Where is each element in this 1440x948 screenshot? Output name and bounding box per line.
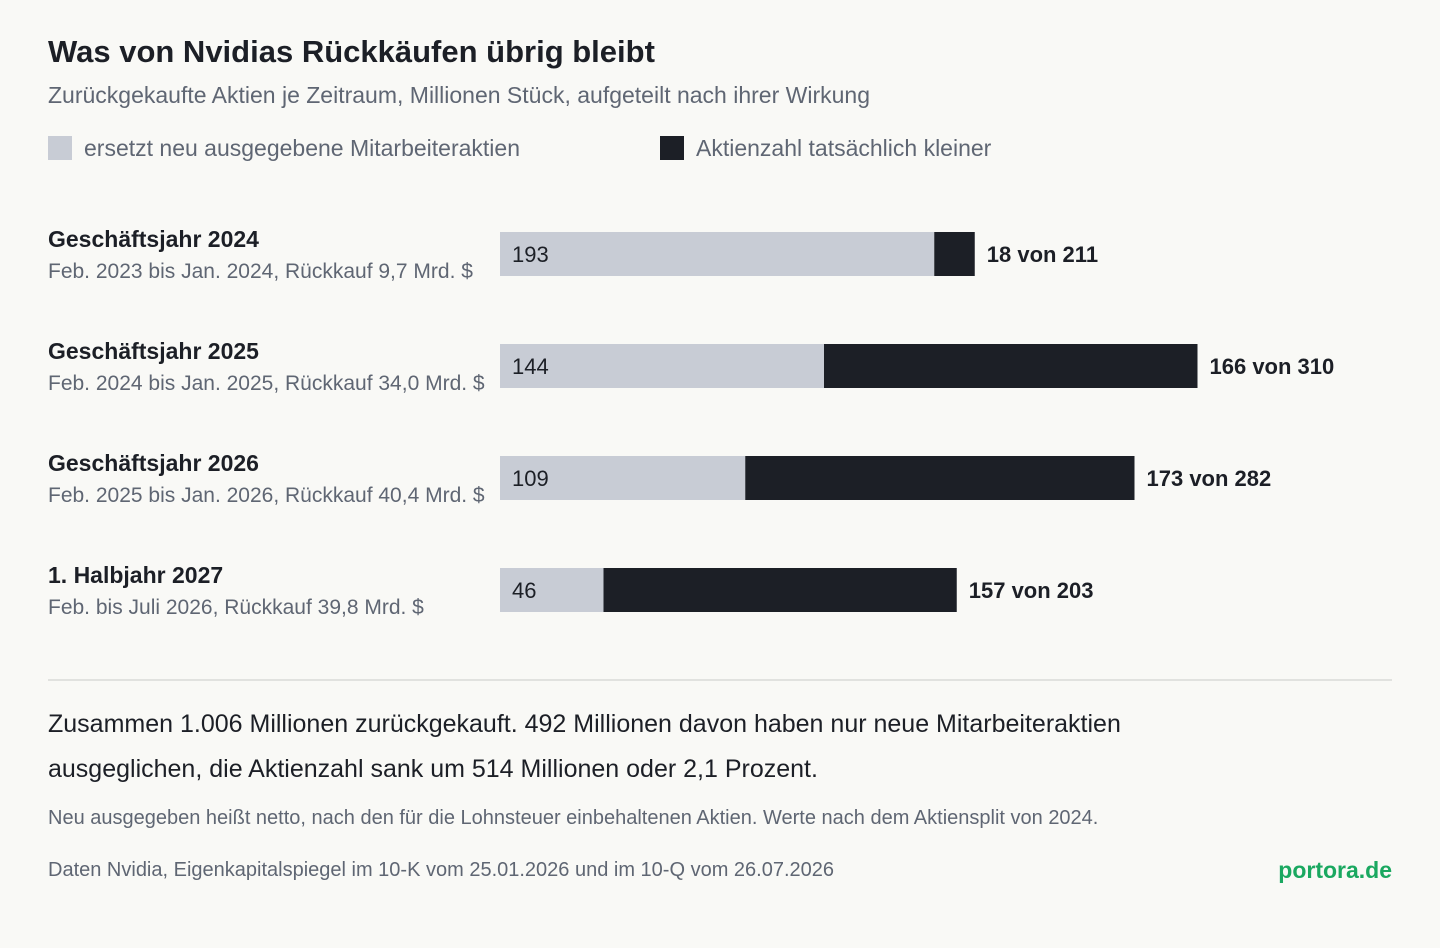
- chart-subtitle: Zurückgekaufte Aktien je Zeitraum, Milli…: [48, 82, 870, 108]
- row-title: Geschäftsjahr 2024: [48, 226, 259, 252]
- row-detail: Feb. 2024 bis Jan. 2025, Rückkauf 34,0 M…: [48, 372, 485, 395]
- legend-swatch-offset: [48, 136, 72, 160]
- bar-segment-net: [824, 344, 1198, 388]
- bar-total-label: 157 von 203: [969, 578, 1094, 603]
- bar-segment-net: [745, 456, 1135, 500]
- legend-label-offset: ersetzt neu ausgegebene Mitarbeiteraktie…: [84, 134, 521, 161]
- bar-segment-offset: [500, 456, 746, 500]
- bar-total-label: 18 von 211: [987, 242, 1098, 267]
- bar-value-label: 46: [512, 578, 536, 603]
- row-title: Geschäftsjahr 2026: [48, 450, 259, 476]
- legend-label-net: Aktienzahl tatsächlich kleiner: [696, 134, 992, 161]
- chart-title: Was von Nvidias Rückkäufen übrig bleibt: [48, 34, 655, 69]
- summary-text: Zusammen 1.006 Millionen zurückgekauft. …: [48, 710, 1121, 783]
- row-title: 1. Halbjahr 2027: [48, 562, 224, 588]
- row-detail: Feb. 2025 bis Jan. 2026, Rückkauf 40,4 M…: [48, 484, 485, 507]
- bar-value-label: 193: [512, 242, 549, 267]
- bar-total-label: 166 von 310: [1210, 354, 1335, 379]
- bar-segment-net: [934, 232, 975, 276]
- row-detail: Feb. bis Juli 2026, Rückkauf 39,8 Mrd. $: [48, 596, 424, 619]
- row-detail: Feb. 2023 bis Jan. 2024, Rückkauf 9,7 Mr…: [48, 260, 473, 283]
- brand-link[interactable]: portora.de: [1278, 857, 1392, 883]
- divider: [48, 679, 1392, 681]
- footnote: Neu ausgegeben heißt netto, nach den für…: [48, 807, 1099, 829]
- bar-total-label: 173 von 282: [1147, 466, 1272, 491]
- bar-value-label: 144: [512, 354, 549, 379]
- bar-segment-net: [603, 568, 957, 612]
- bar-segment-offset: [500, 568, 604, 612]
- legend-item-net: Aktienzahl tatsächlich kleiner: [660, 134, 991, 162]
- source-text: Daten Nvidia, Eigenkapitalspiegel im 10-…: [48, 859, 835, 881]
- bar-segment-offset: [500, 344, 824, 388]
- legend-swatch-net: [660, 136, 684, 160]
- bar-segment-offset: [500, 232, 935, 276]
- bar-value-label: 109: [512, 466, 549, 491]
- row-title: Geschäftsjahr 2025: [48, 338, 259, 364]
- legend-item-offset: ersetzt neu ausgegebene Mitarbeiteraktie…: [48, 134, 520, 162]
